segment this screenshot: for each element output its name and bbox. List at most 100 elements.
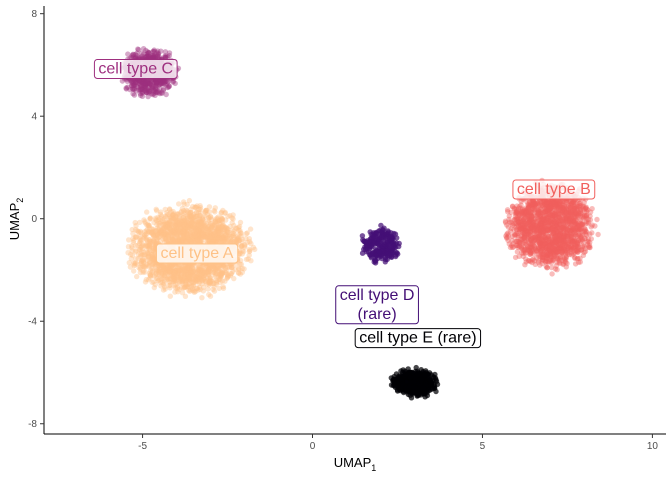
data-point	[165, 266, 171, 272]
data-point	[161, 268, 167, 274]
data-point	[589, 206, 595, 212]
data-point	[224, 275, 230, 282]
data-point	[139, 248, 145, 255]
data-point	[184, 277, 190, 283]
data-point	[188, 217, 194, 223]
data-point	[206, 278, 212, 284]
data-point	[170, 268, 177, 275]
data-point	[172, 276, 178, 283]
data-point	[198, 268, 204, 275]
data-point	[197, 229, 203, 235]
data-point	[173, 267, 179, 273]
data-point	[181, 271, 188, 277]
data-point	[202, 278, 208, 284]
data-point	[378, 222, 384, 229]
data-point	[195, 276, 201, 283]
data-point	[144, 209, 150, 215]
data-point	[172, 222, 178, 229]
data-point	[195, 269, 201, 276]
data-point	[187, 229, 194, 235]
data-point	[164, 275, 171, 282]
data-point	[161, 278, 168, 284]
data-point	[188, 287, 194, 293]
data-point	[554, 267, 560, 273]
data-point	[379, 243, 386, 249]
data-point	[214, 234, 220, 241]
data-point	[577, 200, 583, 206]
data-point	[171, 225, 177, 232]
data-point	[372, 258, 379, 264]
data-point	[198, 230, 204, 236]
data-point	[225, 229, 231, 235]
data-point	[192, 273, 198, 280]
data-point	[184, 213, 190, 219]
data-point	[175, 284, 181, 290]
data-point	[166, 221, 172, 227]
data-point	[215, 224, 221, 231]
data-point	[135, 242, 141, 248]
data-point	[513, 242, 520, 248]
data-point	[216, 224, 222, 230]
data-point	[217, 234, 223, 240]
data-point	[213, 233, 220, 239]
data-point	[126, 237, 132, 243]
data-point	[199, 232, 205, 238]
data-point	[136, 229, 142, 236]
data-point	[181, 235, 187, 241]
data-point	[163, 224, 169, 230]
data-point	[188, 218, 195, 225]
data-point	[518, 210, 524, 216]
data-point	[152, 236, 158, 242]
data-point	[176, 237, 182, 243]
data-point	[199, 227, 205, 233]
data-point	[173, 214, 179, 220]
data-point	[202, 272, 208, 278]
data-point	[237, 257, 244, 264]
data-point	[146, 237, 153, 243]
data-point	[178, 218, 184, 224]
data-point	[151, 87, 158, 94]
data-point	[201, 217, 207, 224]
data-point	[225, 213, 231, 220]
data-point	[175, 265, 182, 272]
data-point	[167, 282, 173, 288]
data-point	[208, 214, 214, 220]
data-point	[155, 220, 162, 226]
data-point	[142, 263, 148, 269]
data-point	[224, 235, 230, 241]
data-point	[206, 262, 212, 269]
data-point	[208, 225, 215, 231]
data-point	[165, 232, 171, 238]
data-point	[146, 242, 153, 248]
data-point	[172, 271, 179, 277]
data-point	[158, 269, 164, 275]
data-point	[582, 226, 588, 232]
data-point	[175, 267, 181, 273]
data-point	[170, 230, 177, 236]
data-point	[189, 216, 196, 222]
data-point	[186, 265, 192, 271]
data-point	[157, 268, 163, 274]
data-point	[149, 239, 156, 245]
data-point	[204, 232, 211, 238]
data-point	[209, 231, 215, 238]
data-point	[239, 251, 245, 257]
data-point	[196, 275, 202, 281]
data-point	[188, 263, 194, 269]
data-point	[171, 219, 177, 225]
data-point	[239, 239, 245, 245]
data-point	[214, 215, 220, 221]
data-point	[176, 222, 183, 228]
data-point	[137, 269, 143, 276]
data-point	[134, 261, 140, 267]
data-point	[212, 239, 219, 245]
data-point	[168, 218, 174, 224]
data-point	[150, 228, 156, 235]
data-point	[189, 225, 195, 231]
data-point	[154, 275, 161, 281]
data-point	[203, 232, 209, 238]
data-point	[585, 238, 591, 245]
data-point	[587, 244, 593, 251]
data-point	[205, 266, 211, 273]
